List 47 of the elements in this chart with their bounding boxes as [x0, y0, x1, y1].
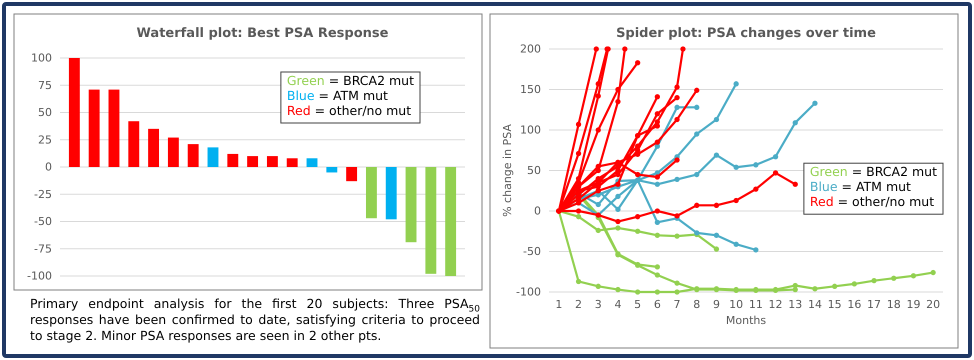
x-tick-label: 18 [886, 298, 901, 311]
x-tick-label: 15 [828, 298, 842, 311]
text: Blue = ATM mut [286, 88, 388, 103]
y-tick-label: -50 [523, 245, 541, 258]
x-tick-label: 12 [768, 298, 783, 311]
y-tick-label: 100 [31, 52, 52, 65]
text: Blue = ATM mut [810, 179, 912, 194]
y-tick-label: -100 [27, 270, 52, 283]
y-axis-title: % change in PSA [501, 124, 514, 217]
y-tick-label: 75 [38, 78, 52, 92]
x-tick-label: 20 [926, 298, 940, 311]
x-tick-label: 10 [729, 298, 744, 311]
x-tick-label: 17 [867, 298, 882, 311]
x-tick-label: 19 [906, 298, 920, 311]
chart-title: Waterfall plot: Best PSA Response [136, 26, 389, 41]
x-tick-label: 9 [712, 298, 720, 311]
y-tick-label: 0 [534, 204, 541, 218]
x-tick-label: 8 [693, 298, 700, 311]
x-axis-title: Months [726, 314, 766, 327]
x-tick-label: 7 [674, 298, 681, 311]
x-tick-label: 2 [575, 298, 582, 311]
y-tick-label: 25 [38, 133, 52, 146]
x-tick-label: 3 [594, 298, 602, 311]
text: Green = BRCA2 mut [810, 164, 938, 180]
y-tick-label: -25 [34, 188, 52, 201]
x-tick-label: 1 [555, 298, 562, 311]
x-tick-label: 4 [614, 298, 622, 311]
y-tick-label: -100 [516, 286, 541, 299]
y-tick-label: 50 [527, 164, 541, 178]
text: Primary endpoint analysis for the first 20 subjects: Three PSA$_{50}$ responses have been confirmed to date, satisfying criteria to proceed to stage 2. Minor PSA responses are seen in 2 other pts. [30, 296, 480, 344]
text: Red = other/no mut [286, 103, 412, 118]
x-tick-label: 6 [654, 298, 661, 311]
y-tick-label: 200 [520, 42, 541, 56]
x-tick-label: 16 [847, 298, 862, 311]
y-tick-label: -50 [34, 215, 52, 228]
y-tick-label: -75 [34, 242, 52, 256]
y-tick-label: 50 [38, 106, 52, 120]
y-tick-label: 0 [45, 160, 52, 174]
chart-title: Spider plot: PSA changes over time [616, 26, 876, 41]
y-tick-label: 100 [520, 124, 541, 137]
x-tick-label: 13 [788, 298, 802, 311]
x-tick-label: 14 [808, 298, 822, 311]
x-tick-label: 5 [634, 298, 642, 311]
series-label: Red = other/no mut [810, 194, 934, 210]
text: Green = BRCA2 mut [286, 73, 414, 88]
x-tick-label: 11 [748, 298, 763, 311]
y-tick-label: 150 [520, 83, 541, 96]
